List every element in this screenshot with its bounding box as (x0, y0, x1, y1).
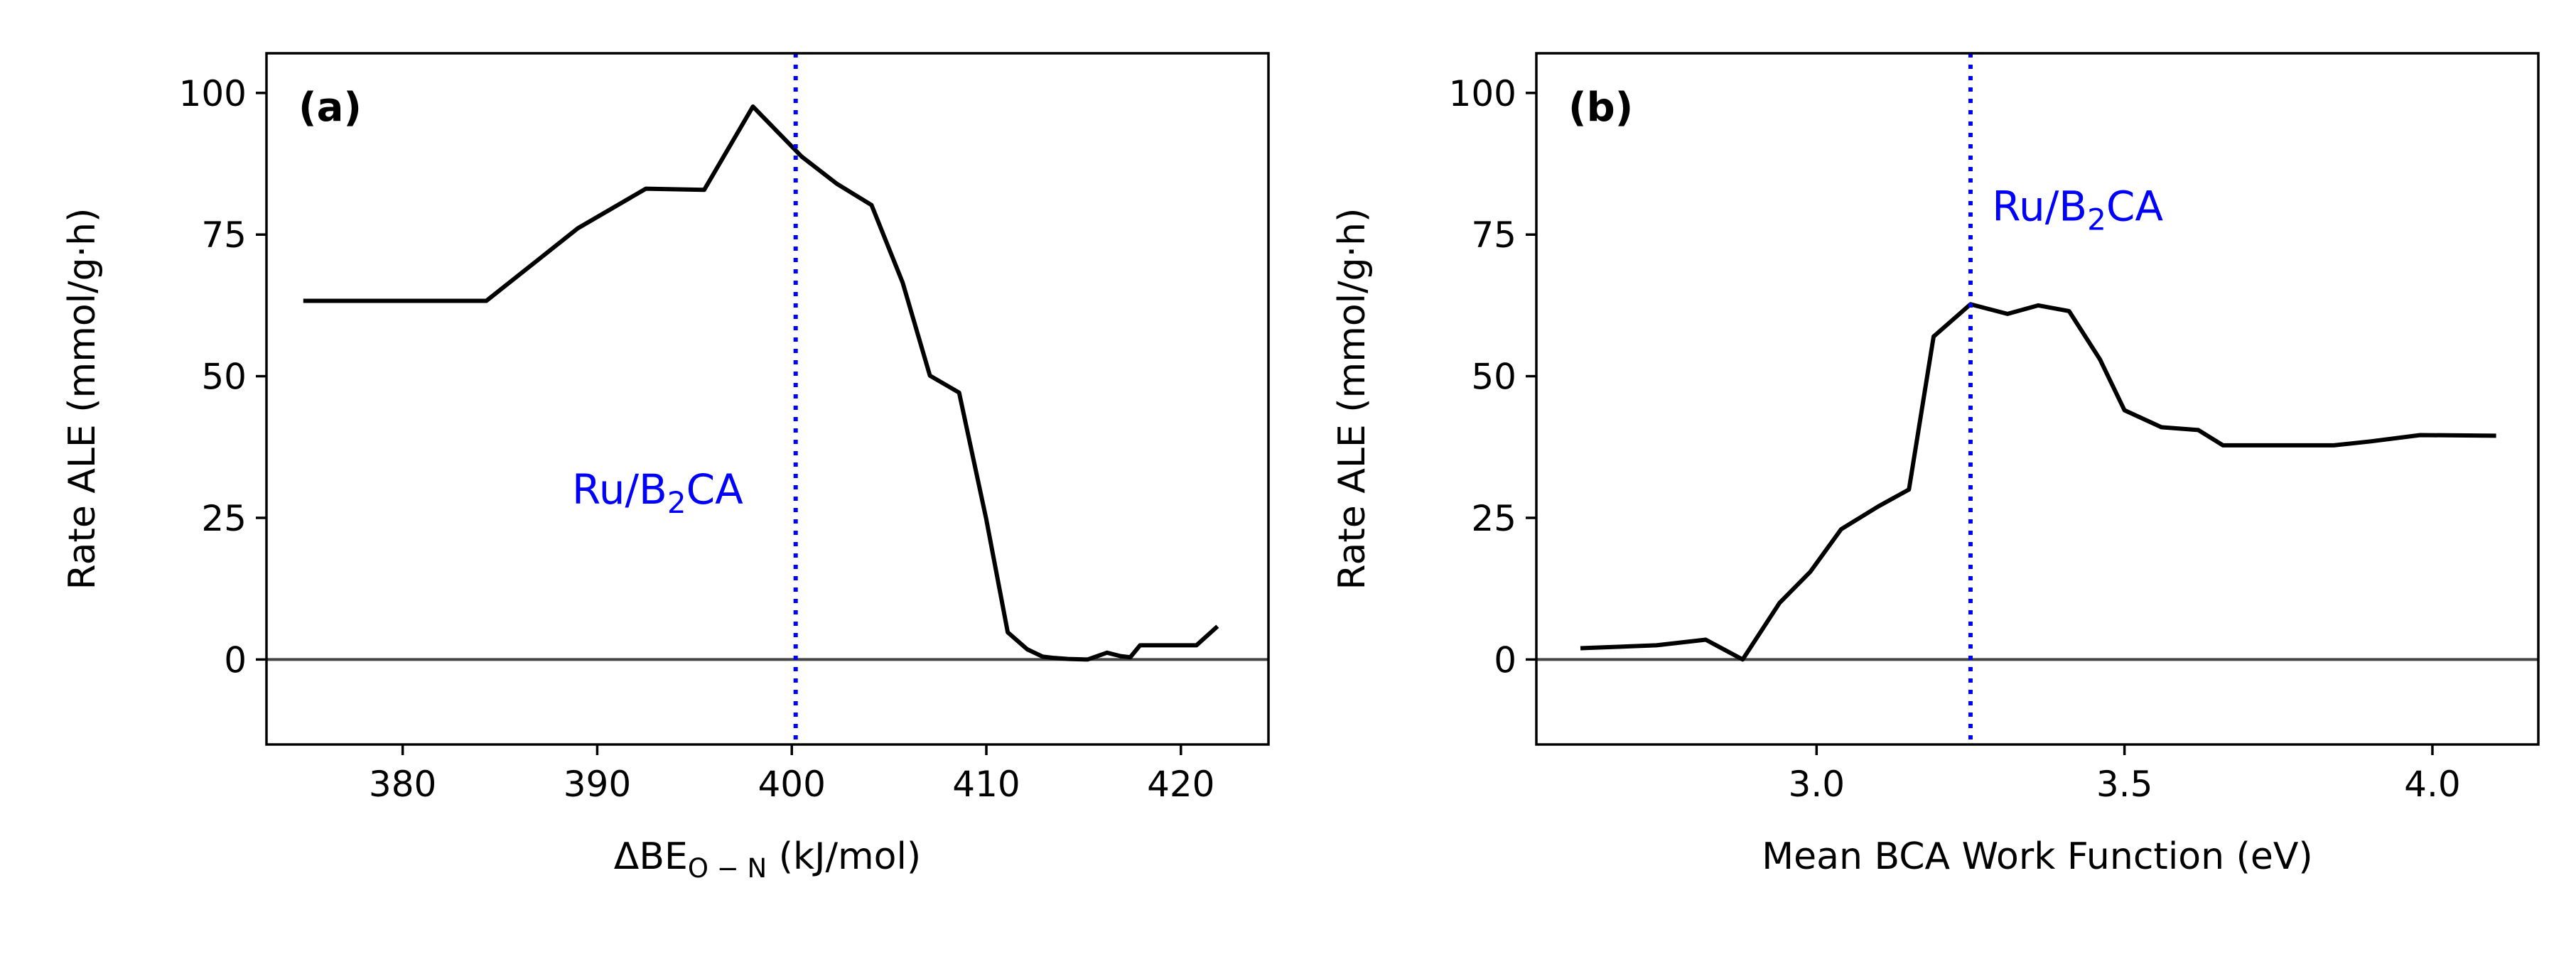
x-tick-label: 3.5 (2096, 764, 2153, 805)
y-tick-label: 100 (179, 73, 247, 114)
x-tick-label: 420 (1147, 764, 1214, 805)
series-line (303, 104, 1219, 662)
chart-panel-a: Ru/B2CA 380 390 400 410 420 0 25 50 75 100 (a) ΔBEO … (61, 52, 1270, 884)
y-tick-label: 25 (1471, 498, 1516, 539)
x-tick-label: 4.0 (2404, 764, 2461, 805)
y-tick-label: 75 (201, 215, 247, 256)
y-tick-label: 75 (1471, 215, 1516, 256)
y-tick-label: 100 (1449, 73, 1516, 114)
x-tick-label: 3.0 (1789, 764, 1845, 805)
y-tick-label: 25 (201, 498, 247, 539)
axes-frame (1535, 52, 2540, 746)
chart-panel-b: Ru/B2CA 3.0 3.5 4.0 0 25 50 75 100 (b) Mean BCA Wo… (1331, 52, 2540, 878)
x-tick-label: 410 (952, 764, 1020, 805)
y-tick-label: 0 (1494, 639, 1516, 681)
x-tick-label: 380 (369, 764, 436, 805)
x-axis-label: ΔBEO − N (kJ/mol) (614, 835, 921, 884)
series-line (1580, 302, 2496, 662)
x-tick-label: 400 (758, 764, 826, 805)
panel-label: (b) (1568, 85, 1633, 131)
axes-frame (265, 52, 1270, 746)
annotation-label: Ru/B2CA (1992, 182, 2163, 237)
panel-label: (a) (298, 85, 362, 131)
y-tick-label: 0 (224, 639, 247, 681)
x-tick-label: 390 (564, 764, 631, 805)
y-tick-label: 50 (1471, 357, 1516, 398)
y-axis-label: Rate ALE (mmol/g·h) (61, 208, 104, 590)
x-axis-label: Mean BCA Work Function (eV) (1762, 835, 2312, 878)
y-axis-label: Rate ALE (mmol/g·h) (1331, 208, 1374, 590)
y-tick-label: 50 (201, 357, 247, 398)
annotation-label: Ru/B2CA (572, 465, 743, 520)
